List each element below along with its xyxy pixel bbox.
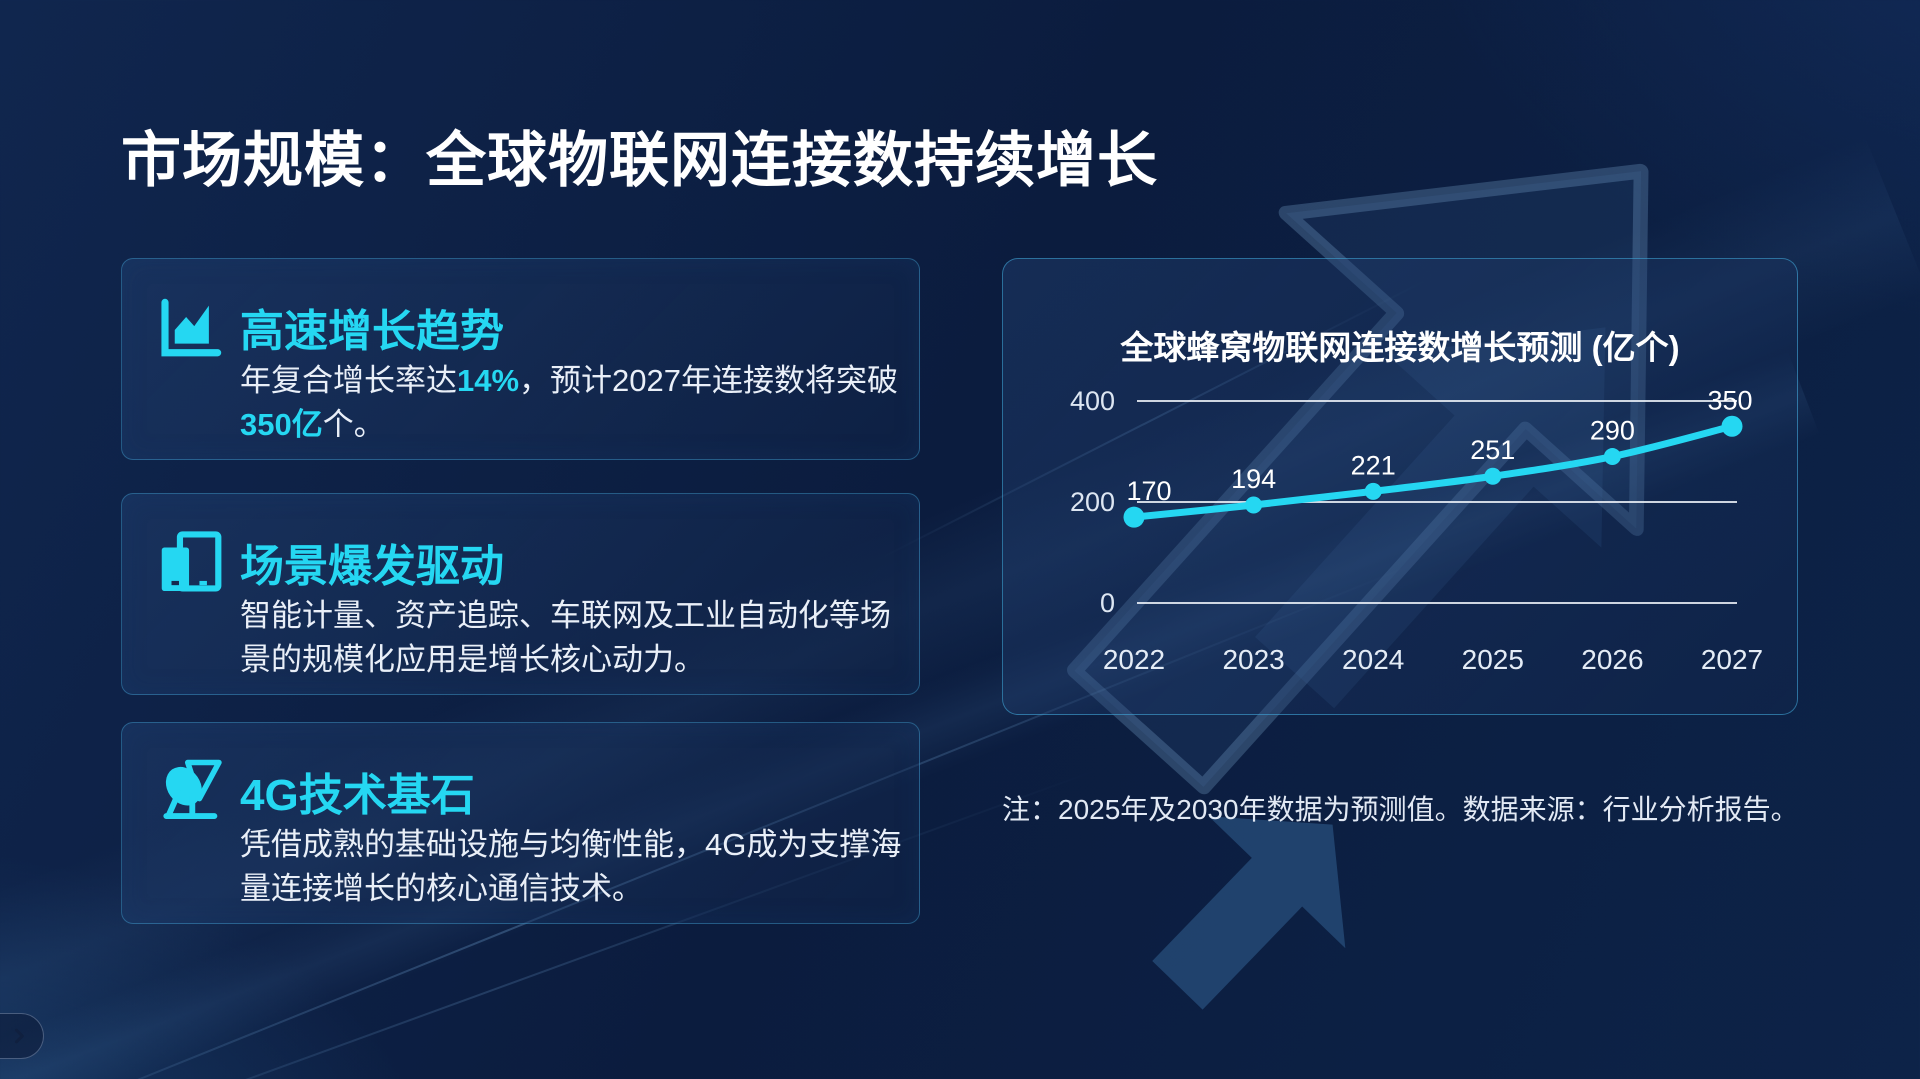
- svg-text:350: 350: [1707, 385, 1752, 415]
- card-body: 凭借成熟的基础设施与均衡性能，4G成为支撑海量连接增长的核心通信技术。: [240, 827, 902, 907]
- svg-text:0: 0: [1100, 588, 1115, 618]
- feature-card-growth-trend: 高速增长趋势 年复合增长率达14%，预计2027年连接数将突破350亿个。: [121, 258, 920, 460]
- svg-text:221: 221: [1351, 450, 1396, 480]
- svg-text:2027: 2027: [1701, 644, 1763, 675]
- card-title: 高速增长趋势: [240, 307, 504, 356]
- mobile-devices-icon: [152, 526, 230, 604]
- svg-text:400: 400: [1070, 386, 1115, 416]
- svg-text:170: 170: [1126, 476, 1171, 506]
- card-title: 4G技术基石: [240, 771, 475, 820]
- svg-text:2025: 2025: [1462, 644, 1524, 675]
- line-chart: 0 200 400 2022 2023 2024 2025 2026 2027 170 194 221…: [1070, 385, 1763, 675]
- svg-text:200: 200: [1070, 487, 1115, 517]
- page-title: 市场规模：全球物联网连接数持续增长: [121, 127, 1158, 194]
- svg-text:2022: 2022: [1103, 644, 1165, 675]
- svg-text:2023: 2023: [1222, 644, 1284, 675]
- chart-panel: 全球蜂窝物联网连接数增长预测 (亿个) 0 200 400 2022 2023 2024 2…: [1002, 258, 1798, 715]
- chart-title: 全球蜂窝物联网连接数增长预测 (亿个): [1120, 329, 1680, 366]
- growth-arrow-watermark: [1152, 816, 1346, 1010]
- card-body: 年复合增长率达14%，预计2027年连接数将突破350亿个。: [240, 363, 899, 443]
- card-body: 智能计量、资产追踪、车联网及工业自动化等场景的规模化应用是增长核心动力。: [240, 598, 891, 678]
- svg-text:194: 194: [1231, 464, 1276, 494]
- footnote: 注：2025年及2030年数据为预测值。数据来源：行业分析报告。: [1002, 794, 1799, 825]
- chevron-right-icon: [15, 1028, 24, 1044]
- card-title: 场景爆发驱动: [240, 542, 504, 591]
- svg-text:251: 251: [1470, 435, 1515, 465]
- satellite-dish-icon: [152, 755, 230, 833]
- svg-text:290: 290: [1590, 416, 1635, 446]
- feature-card-4g-foundation: 4G技术基石 凭借成熟的基础设施与均衡性能，4G成为支撑海量连接增长的核心通信技…: [121, 722, 920, 924]
- feature-card-scenario-driven: 场景爆发驱动 智能计量、资产追踪、车联网及工业自动化等场景的规模化应用是增长核心…: [121, 493, 920, 695]
- svg-text:2026: 2026: [1581, 644, 1643, 675]
- svg-text:2024: 2024: [1342, 644, 1404, 675]
- area-chart-icon: [152, 291, 230, 369]
- next-slide-button[interactable]: [0, 1013, 44, 1059]
